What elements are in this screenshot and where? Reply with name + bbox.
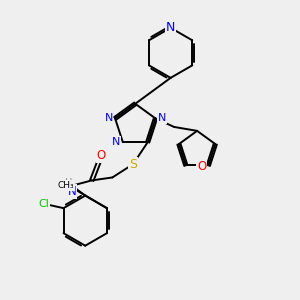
Text: CH₃: CH₃ [58, 181, 74, 190]
Text: O: O [197, 160, 206, 173]
Text: O: O [96, 149, 106, 162]
Text: Cl: Cl [38, 199, 49, 209]
Text: N: N [158, 113, 166, 123]
Text: N: N [104, 113, 113, 123]
Text: N: N [112, 137, 121, 147]
Text: H: H [64, 178, 72, 188]
Text: N: N [166, 21, 175, 34]
Text: S: S [129, 158, 137, 171]
Text: N: N [68, 185, 76, 198]
